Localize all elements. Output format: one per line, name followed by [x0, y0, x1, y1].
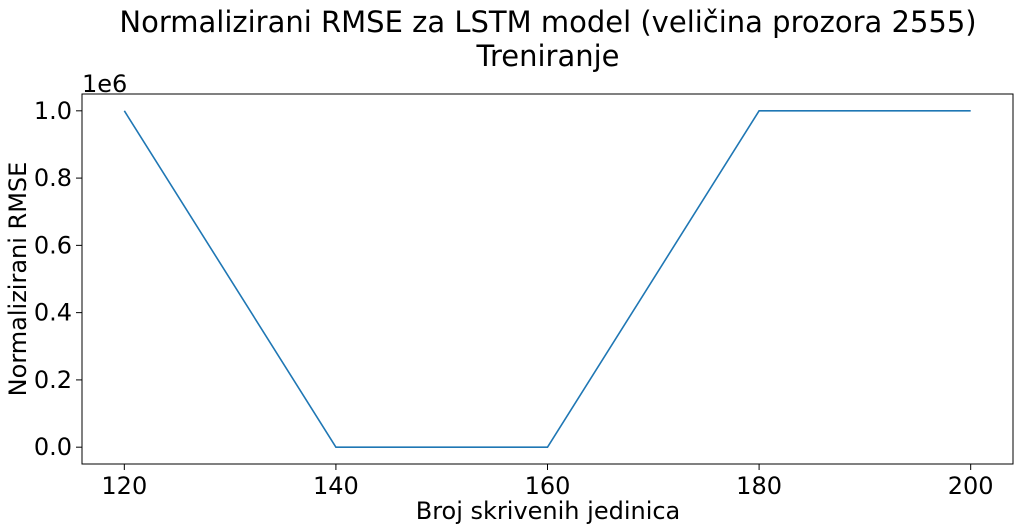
x-tick-label: 160 [525, 472, 571, 500]
y-tick-label: 0.0 [34, 433, 72, 461]
y-tick-label: 0.2 [34, 366, 72, 394]
y-tick-label: 1.0 [34, 97, 72, 125]
x-tick-label: 180 [736, 472, 782, 500]
y-tick-label: 0.4 [34, 299, 72, 327]
y-tick-label: 0.6 [34, 231, 72, 259]
y-offset-label: 1e6 [82, 70, 127, 98]
y-axis-label: Normalizirani RMSE [4, 162, 32, 397]
series-layer [123, 110, 971, 448]
y-tick-label: 0.8 [34, 164, 72, 192]
plot-frame [81, 93, 1014, 465]
chart-title: Normalizirani RMSE za LSTM model (veliči… [119, 5, 976, 39]
axis-ticks: 120 140 160 180 200 0.0 0.2 0.4 0.6 0.8 1.0 [34, 97, 994, 500]
x-tick-label: 140 [313, 472, 359, 500]
x-axis-label: Broj skrivenih jedinica [416, 497, 681, 525]
chart-subtitle: Treniranje [476, 39, 620, 73]
x-tick-label: 120 [101, 472, 147, 500]
series-line [123, 110, 971, 448]
x-tick-label: 200 [948, 472, 994, 500]
